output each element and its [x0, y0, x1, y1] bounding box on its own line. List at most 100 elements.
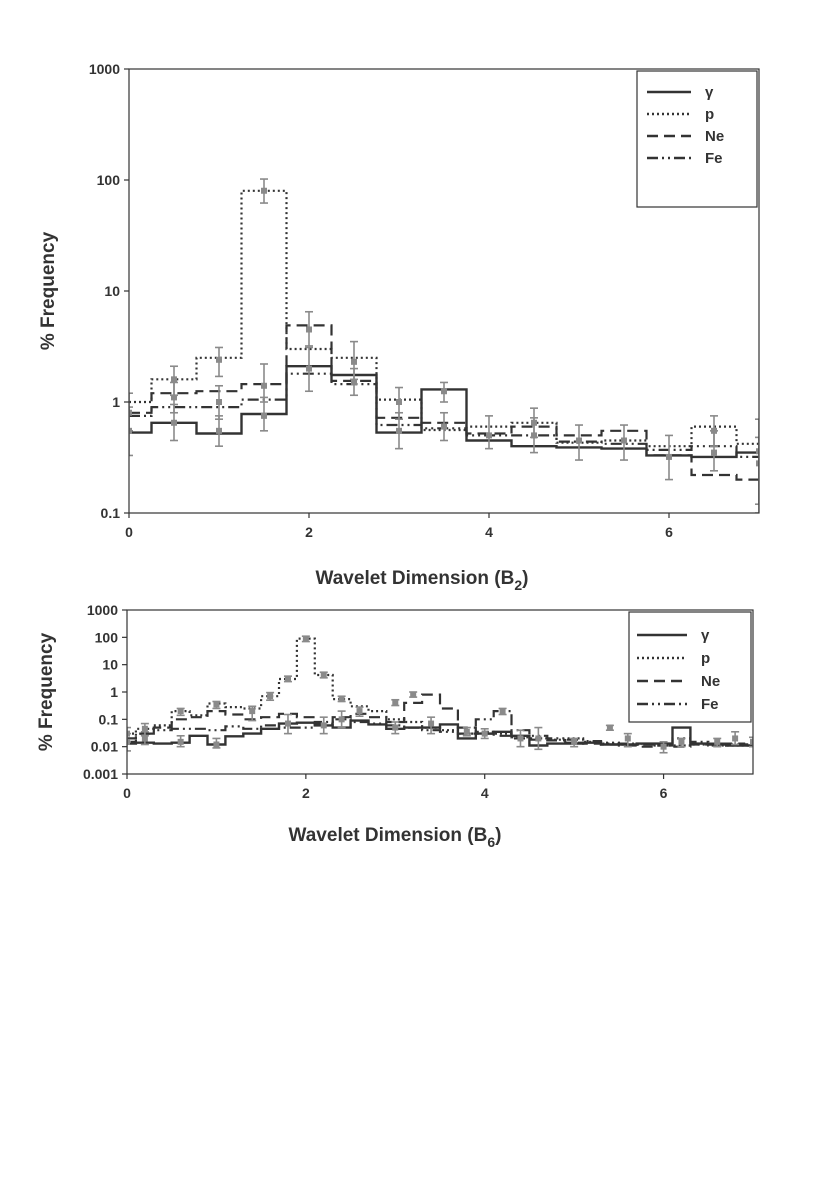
chart-b6-error-bar — [623, 732, 632, 748]
chart-b6-plot-area — [127, 635, 753, 754]
chart-b2-y-tick-label: 10 — [104, 283, 120, 299]
chart-b6-error-bar — [176, 707, 185, 717]
chart-b6-y-tick-label: 1 — [110, 684, 118, 700]
chart-b2-x-tick-label: 0 — [125, 524, 133, 540]
chart-b6-error-bar — [140, 722, 149, 737]
chart-b6-error-bar — [176, 734, 185, 748]
chart-b6-error-bar — [409, 691, 418, 698]
chart-b2-plot-area — [129, 178, 759, 513]
chart-b2-error-bar — [710, 415, 718, 447]
chart-b2-error-bar — [215, 346, 223, 378]
chart-b6-error-bar — [749, 736, 753, 748]
chart-b2-x-axis-title-main: Wavelet Dimension (B — [316, 568, 515, 589]
chart-b2-error-bar — [395, 386, 403, 420]
chart-b6-error-bar — [480, 728, 489, 740]
chart-b6-error-bar — [462, 726, 471, 737]
chart-b2-error-bar — [350, 340, 358, 381]
chart-b6-x-axis: 0 2 4 6 — [123, 774, 668, 801]
chart-b6-error-bar — [283, 713, 292, 735]
chart-b6-series-fe — [127, 710, 753, 747]
chart-b6-legend: γp Ne Fe — [628, 611, 752, 723]
chart-b2-error-bar — [260, 363, 268, 403]
chart-b6-error-bar — [677, 737, 686, 748]
chart-b6-y-tick-label: 0.1 — [99, 711, 119, 727]
chart-b2-y-axis-title: % Frequency — [38, 231, 59, 350]
chart-b6-y-axis-title: % Frequency — [36, 632, 57, 751]
chart-b2-error-bar — [305, 310, 313, 347]
chart-b2-error-bar — [530, 407, 538, 439]
chart-b6-x-axis-title-close: ) — [495, 825, 501, 846]
chart-b6-y-tick-label: 1000 — [87, 602, 118, 618]
chart-b2-legend-box — [636, 70, 758, 208]
chart-b6-error-bar — [570, 737, 579, 748]
chart-b6-error-bar — [659, 741, 668, 754]
chart-b6-legend-label: Ne — [701, 673, 720, 690]
chart-b2-x-axis: 0 2 4 6 — [125, 513, 673, 540]
chart-b6-y-tick-label: 10 — [102, 657, 118, 673]
chart-b2-error-bar — [440, 411, 448, 442]
chart-b2-error-bar — [755, 436, 759, 506]
chart-b2-legend-label: Fe — [705, 150, 723, 167]
chart-b6-error-bar — [319, 716, 328, 735]
chart-b6-y-axis: 0.001 0.01 0.1 1 10 100 1000 — [83, 602, 127, 782]
chart-b6-error-bar — [212, 700, 221, 710]
chart-b2-error-bar — [485, 415, 493, 450]
chart-b2-x-tick-label: 2 — [305, 524, 313, 540]
chart-b6-x-tick-label: 0 — [123, 785, 131, 801]
chart-b2-x-axis-title-subscript: 2 — [514, 577, 522, 593]
chart-b6-error-bar — [391, 721, 400, 735]
chart-b2-legend-label: γ — [705, 84, 714, 101]
chart-b2-error-bar — [665, 434, 673, 481]
chart-b6-error-bar — [605, 724, 614, 732]
chart-b2-x-tick-label: 4 — [485, 524, 493, 540]
chart-b2-error-bar — [755, 418, 759, 513]
chart-b6-y-tick-label: 100 — [95, 629, 119, 645]
chart-b6-y-tick-label: 0.001 — [83, 766, 118, 782]
chart-b2-y-tick-label: 0.1 — [101, 505, 121, 521]
chart-b2-error-bar — [575, 424, 583, 461]
chart-b6-error-bar — [731, 730, 740, 746]
chart-b6-error-bar — [248, 705, 257, 722]
chart-b6-x-axis-title: Wavelet Dimension (B6) — [289, 825, 502, 850]
chart-b2-legend-label: Ne — [705, 128, 724, 145]
chart-b6-error-bar — [127, 726, 131, 743]
chart-b6-error-bar — [301, 635, 310, 643]
chart-b2-y-tick-label: 1000 — [89, 61, 120, 77]
chart-b6-error-bar — [337, 695, 346, 703]
chart-b6-error-bar — [337, 710, 346, 729]
chart-b2-error-bar — [440, 381, 448, 403]
chart-b6-x-tick-label: 6 — [660, 785, 668, 801]
chart-b6-legend-label: p — [701, 650, 710, 667]
chart-b6-legend-label: γ — [701, 627, 710, 644]
chart-b2-error-bar — [170, 365, 178, 397]
chart-b6-series-ne — [127, 693, 753, 748]
chart-b2: 0.1 1 10 100 1000 0 2 4 6 % Frequency Wavelet D… — [38, 61, 760, 593]
chart-b6-error-bar — [427, 716, 436, 735]
chart-b6-y-tick-label: 0.01 — [91, 739, 118, 755]
chart-b2-error-bar — [215, 384, 223, 420]
chart-b2-error-bar — [260, 178, 268, 204]
chart-b2-y-tick-label: 1 — [112, 394, 120, 410]
chart-b2-error-bar — [305, 346, 313, 393]
chart-b2-x-axis-title: Wavelet Dimension (B2) — [316, 568, 529, 593]
chart-b6-error-bar — [283, 675, 292, 683]
chart-b6-x-tick-label: 2 — [302, 785, 310, 801]
chart-b6-legend-box — [628, 611, 752, 723]
chart-b2-y-axis: 0.1 1 10 100 1000 — [89, 61, 129, 521]
chart-b6-x-axis-title-main: Wavelet Dimension (B — [289, 825, 488, 846]
chart-b2-x-tick-label: 6 — [665, 524, 673, 540]
chart-b6-error-bar — [266, 691, 275, 702]
chart-b2-legend-label: p — [705, 106, 714, 123]
chart-b6-error-bar — [212, 737, 221, 749]
chart-b2-legend: γp Ne Fe — [636, 70, 758, 208]
chart-b2-error-bar — [620, 424, 628, 461]
chart-b2-y-tick-label: 100 — [97, 172, 121, 188]
chart-b2-x-axis-title-close: ) — [522, 568, 528, 589]
chart-b6-error-bar — [355, 706, 364, 718]
chart-b6-error-bar — [534, 726, 543, 751]
chart-b6-error-bar — [498, 707, 507, 716]
chart-b6-error-bar — [516, 729, 525, 748]
chart-b6-error-bar — [713, 737, 722, 748]
